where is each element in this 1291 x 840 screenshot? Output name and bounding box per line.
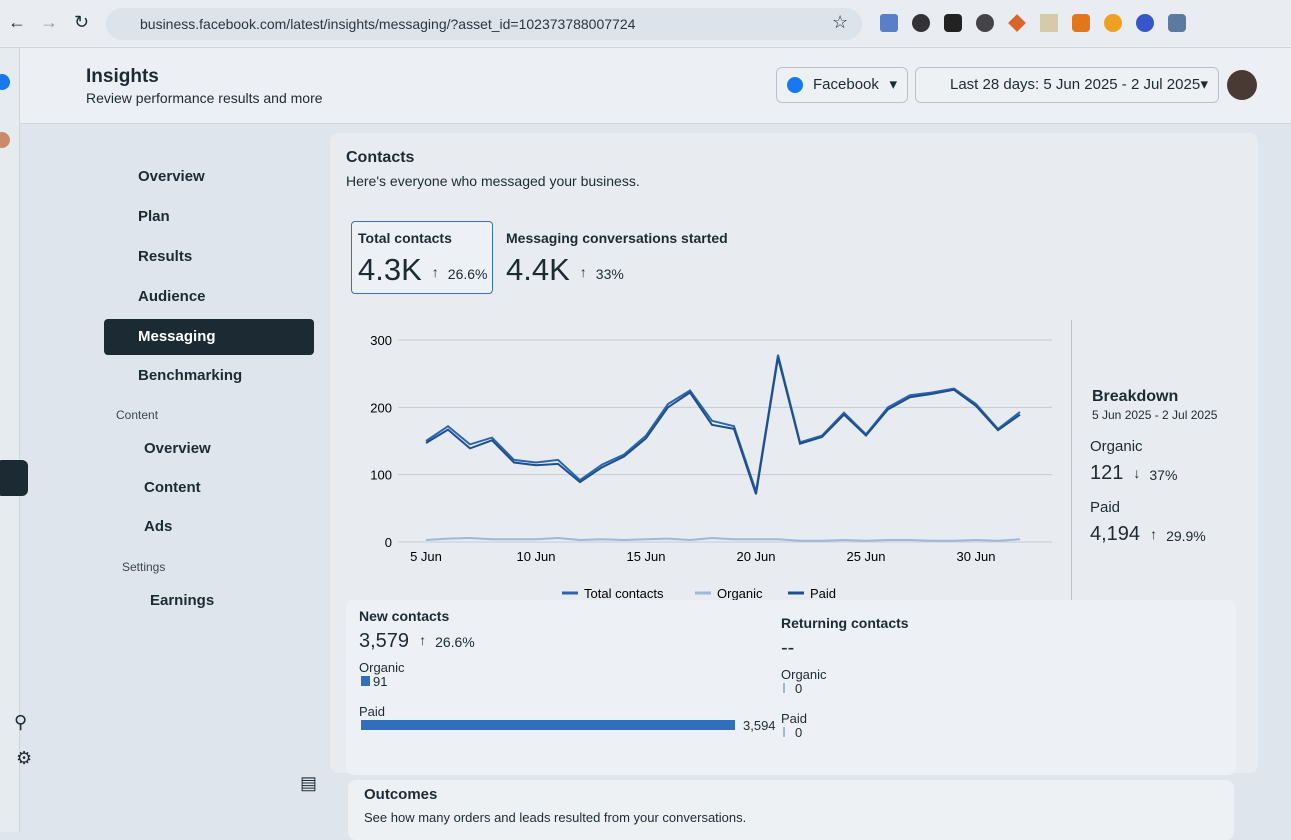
nav-item[interactable]: Messaging (104, 319, 314, 355)
series-line (425, 354, 1021, 492)
nav-item[interactable]: Plan (138, 208, 170, 225)
nav-item[interactable]: Ads (144, 518, 173, 535)
nav-item[interactable]: Overview (138, 168, 205, 185)
address-bar[interactable]: business.facebook.com/latest/insights/me… (106, 8, 862, 40)
breakdown-value: 121 (1090, 462, 1124, 484)
platform-selector[interactable]: Facebook ▾ (776, 67, 908, 103)
icon-strip: ⚲ ⚙ (0, 48, 32, 832)
date-range-selector[interactable]: Last 28 days: 5 Jun 2025 - 2 Jul 2025 ▾ (915, 67, 1219, 103)
x-tick-label: 15 Jun (626, 549, 665, 564)
bar (361, 720, 735, 730)
breakdown-title: Breakdown (1092, 388, 1179, 405)
contacts-title: Contacts (346, 149, 415, 166)
metric-value: 4.3K (358, 252, 422, 287)
contacts-subtitle: Here's everyone who messaged your busine… (346, 173, 640, 189)
metric-change: 33% (595, 266, 624, 282)
change-arrow: ↑ (1150, 526, 1158, 542)
breakdown-change: 29.9% (1166, 528, 1206, 544)
nav-item[interactable]: Overview (144, 440, 211, 457)
breakdown-label: Paid (1090, 499, 1121, 516)
legend-label: Paid (810, 586, 836, 601)
avatar[interactable] (1227, 70, 1257, 100)
x-tick-label: 5 Jun (410, 549, 442, 564)
y-tick-label: 200 (370, 400, 392, 415)
change-arrow: ↓ (1133, 465, 1141, 481)
search-icon[interactable]: ⚲ (14, 712, 28, 732)
bar (361, 676, 371, 686)
metric-value: 4.4K (506, 252, 570, 287)
bar-value: 91 (373, 674, 388, 689)
outcomes-title: Outcomes (364, 786, 438, 803)
series-line (425, 357, 1021, 495)
change-arrow: ↑ (579, 264, 587, 280)
change-arrow: ↑ (431, 264, 439, 280)
divider (1071, 320, 1072, 605)
breakdown-period: 5 Jun 2025 - 2 Jul 2025 (1092, 408, 1218, 422)
legend-label: Total contacts (584, 586, 664, 601)
x-tick-label: 10 Jun (516, 549, 555, 564)
header-subtitle: Review performance results and more (86, 90, 323, 106)
nav-item[interactable]: Results (138, 248, 193, 265)
nav-item[interactable]: Audience (138, 288, 206, 305)
row-label: Paid (359, 704, 386, 719)
chart: 0 100 200 300 5 Jun 10 Jun 15 Jun 20 Jun 25 Jun 3… (370, 333, 1052, 601)
forward-button[interactable]: → (40, 12, 58, 32)
section-value: -- (781, 637, 795, 659)
nav-section-heading: Settings (122, 560, 166, 574)
nav-section-heading: Content (116, 408, 159, 422)
browser-bar: ← → ↻ business.facebook.com/latest/insig… (0, 0, 1291, 48)
row-label: Organic (359, 660, 405, 675)
collapse-icon[interactable]: ▤ (300, 773, 318, 793)
x-tick-label: 20 Jun (736, 549, 775, 564)
series-line (425, 536, 1021, 542)
settings-icon[interactable]: ⚙ (16, 748, 33, 768)
y-tick-label: 0 (385, 535, 392, 550)
outcomes-panel: Outcomes See how many orders and leads r… (348, 780, 1234, 840)
nav-item[interactable]: Benchmarking (138, 367, 243, 384)
section-value: 3,579 (359, 630, 410, 652)
breakdown-value: 4,194 (1090, 523, 1141, 545)
metric-label: Total contacts (358, 230, 452, 246)
breakdown-change: 37% (1149, 467, 1178, 483)
metric-change: 26.6% (447, 266, 488, 282)
section-title: New contacts (359, 608, 450, 624)
metric-selected[interactable] (351, 221, 493, 294)
row-label: Paid (781, 711, 808, 726)
change-arrow: ↑ (419, 632, 427, 648)
y-tick-label: 100 (370, 468, 392, 483)
y-tick-label: 300 (370, 333, 392, 348)
metric-label: Messaging conversations started (506, 230, 728, 246)
bar-value: 3,594 (743, 718, 776, 733)
extensions (880, 14, 1200, 34)
bar-value: 0 (795, 681, 803, 696)
bar-value: 0 (795, 725, 803, 740)
bookmark-star[interactable]: ☆ (832, 12, 849, 32)
header-title: Insights (86, 66, 159, 87)
section-title: Returning contacts (781, 615, 909, 631)
nav-item[interactable]: Earnings (150, 592, 215, 609)
bar (783, 683, 785, 693)
section-change: 26.6% (435, 634, 475, 650)
page-header: Insights Review performance results and … (20, 48, 1291, 124)
platform-label: Facebook (813, 76, 879, 93)
x-tick-label: 25 Jun (846, 549, 885, 564)
row-label: Organic (781, 667, 827, 682)
back-button[interactable]: ← (8, 12, 26, 32)
bar (783, 727, 785, 737)
x-tick-label: 30 Jun (956, 549, 995, 564)
nav-item[interactable]: Content (144, 479, 201, 496)
date-range-label: Last 28 days: 5 Jun 2025 - 2 Jul 2025 (950, 76, 1201, 93)
contacts-detail (346, 600, 1236, 775)
outcomes-subtitle: See how many orders and leads resulted f… (364, 810, 747, 825)
breakdown-label: Organic (1090, 438, 1143, 455)
legend-label: Organic (717, 586, 763, 601)
reload-button[interactable]: ↻ (74, 12, 90, 32)
